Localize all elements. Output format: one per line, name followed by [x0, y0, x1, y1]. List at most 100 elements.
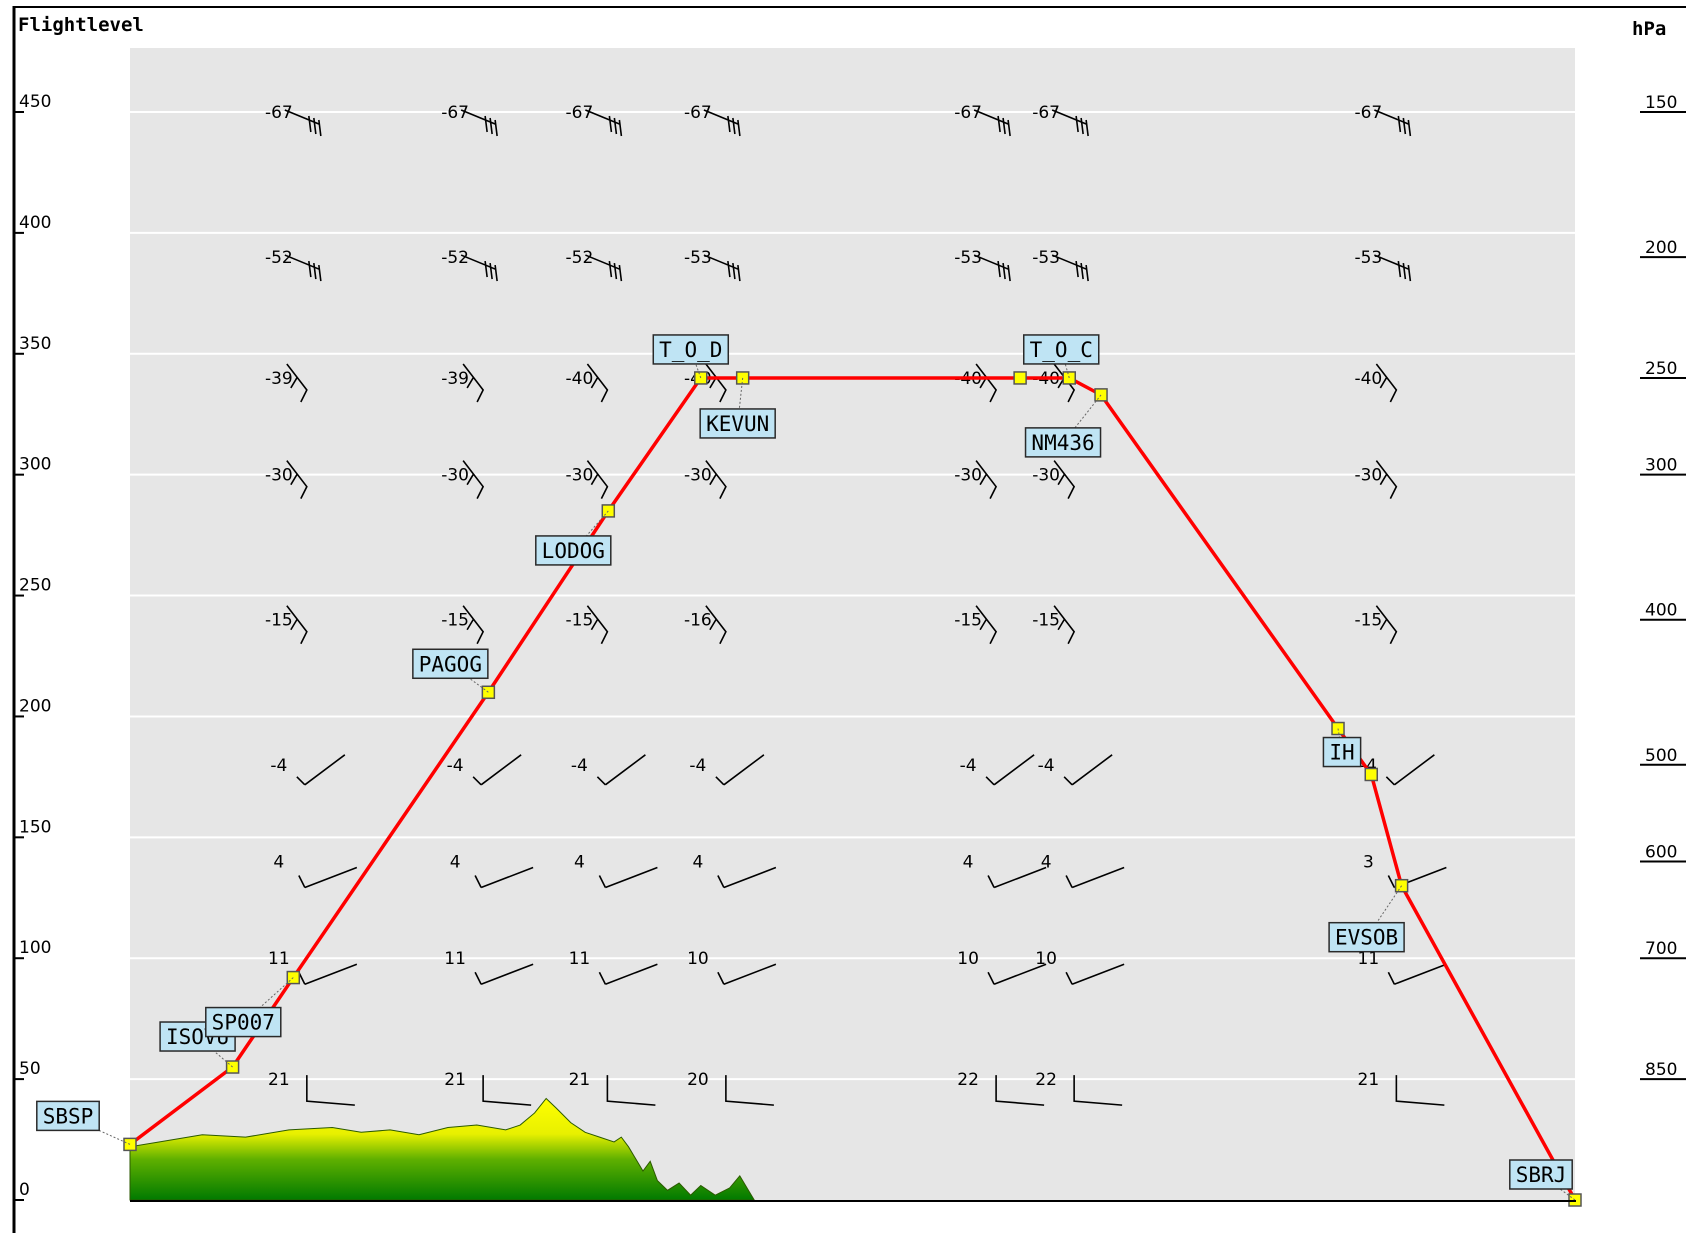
left-axis-title: Flightlevel	[18, 14, 144, 36]
right-axis-ticks: 150 200 250 300 400 500 600 700 850	[1640, 93, 1686, 1081]
wind-barb	[586, 605, 609, 645]
waypoint-label-text: IH	[1329, 741, 1354, 765]
temperature-label: -53	[954, 248, 982, 268]
temperature-label: 4	[963, 853, 974, 873]
waypoint-label-pagog[interactable]: PAGOG	[412, 648, 489, 693]
wind-barb	[286, 605, 308, 645]
temperature-label: -52	[566, 248, 594, 268]
wind-barb	[460, 109, 498, 137]
right-tick-label: 700	[1645, 939, 1677, 959]
wind-barb	[474, 866, 534, 889]
wind-barb	[705, 460, 727, 500]
waypoint-label-box	[1023, 334, 1100, 365]
temperature-label: 10	[957, 949, 979, 969]
waypoint-marker[interactable]	[1364, 767, 1379, 782]
right-tick-label: 150	[1645, 93, 1677, 113]
temperature-label: -39	[441, 369, 469, 389]
waypoint-label-evsob[interactable]: EVSOB	[1328, 885, 1405, 953]
temperature-label: -67	[441, 103, 469, 123]
temperature-label: 20	[687, 1070, 709, 1090]
right-tick-label: 300	[1645, 456, 1677, 476]
temperature-label: 4	[1041, 853, 1052, 873]
waypoint-label-text: NM436	[1031, 431, 1094, 455]
temperature-label: -4	[447, 756, 464, 776]
wind-barb	[1385, 754, 1435, 786]
right-tick-label: 250	[1645, 359, 1677, 379]
wind-barb	[286, 460, 308, 500]
temperature-label: 4	[574, 853, 585, 873]
wind-barb	[586, 460, 609, 500]
wind-barb	[975, 605, 998, 645]
wind-barb	[460, 254, 498, 282]
waypoint-label-t-o-d[interactable]: T_O_D	[652, 334, 730, 379]
wind-barb	[975, 460, 998, 500]
waypoint-label-sp007[interactable]: SP007	[205, 977, 294, 1038]
waypoint-label-box	[36, 1100, 100, 1132]
wind-barb	[973, 254, 1011, 282]
temperature-label: -30	[954, 466, 982, 486]
temperature-label: -30	[684, 466, 712, 486]
temperature-label: 3	[1363, 853, 1374, 873]
temperature-label: -52	[265, 248, 293, 268]
left-tick-label: 50	[19, 1059, 41, 1079]
left-axis-ticks: 0 50 100 150 200 250 300 350 400 450	[14, 92, 51, 1201]
wind-barb	[298, 866, 358, 889]
terrain-layer	[129, 1097, 756, 1201]
wind-barb	[286, 363, 308, 403]
wind-barb	[585, 254, 623, 282]
temperature-label: -40	[566, 369, 594, 389]
wind-barb	[296, 754, 346, 786]
waypoint-label-text: LODOG	[542, 539, 605, 563]
left-tick-label: 150	[19, 817, 51, 837]
temperature-label: 11	[1358, 949, 1380, 969]
right-tick-label: 600	[1645, 843, 1677, 863]
wind-barb	[987, 866, 1047, 889]
wind-barb	[472, 754, 522, 786]
temperature-label: -4	[960, 756, 977, 776]
wind-barb	[725, 1075, 774, 1106]
wind-barb	[987, 963, 1047, 985]
waypoint-label-box	[1322, 736, 1362, 768]
waypoint-label-text: SP007	[212, 1011, 275, 1035]
grid-lines	[130, 111, 1576, 1081]
wind-barb	[306, 1075, 355, 1106]
wind-barb	[1387, 963, 1447, 985]
wind-barb	[703, 109, 741, 137]
waypoint-labels: SBSPISOVUSP007PAGOGLODOGT_O_DKEVUNT_O_CN…	[36, 334, 1576, 1201]
temperature-label: 4	[273, 853, 284, 873]
wind-barb	[715, 754, 765, 786]
wind-barb	[1051, 254, 1089, 282]
temperature-label: -67	[684, 103, 712, 123]
wind-barb	[717, 866, 777, 889]
temperature-label: -15	[1354, 611, 1382, 631]
left-tick-label: 450	[19, 92, 51, 112]
waypoint-label-kevun[interactable]: KEVUN	[699, 377, 776, 439]
wind-barb	[284, 109, 322, 137]
wind-barb	[973, 109, 1011, 137]
waypoint-label-t-o-c[interactable]: T_O_C	[1023, 334, 1100, 379]
waypoint-label-text: T_O_D	[659, 338, 722, 362]
right-tick-label: 500	[1645, 746, 1677, 766]
wind-barb	[586, 363, 609, 403]
temperature-label: -16	[684, 611, 712, 631]
terrain-profile	[129, 1097, 756, 1201]
waypoint-label-nm436[interactable]: NM436	[1024, 394, 1102, 458]
temperature-label: -67	[954, 103, 982, 123]
waypoint-label-box	[412, 648, 489, 680]
left-tick-label: 100	[19, 938, 51, 958]
waypoint-label-sbrj[interactable]: SBRJ	[1509, 1159, 1576, 1201]
wind-barb	[598, 866, 658, 889]
waypoint-label-box	[1024, 427, 1102, 458]
waypoint-marker[interactable]	[1013, 371, 1027, 385]
wind-barb	[1375, 460, 1398, 500]
wind-barb	[596, 754, 646, 786]
waypoint-label-sbsp[interactable]: SBSP	[36, 1100, 131, 1145]
wind-barb	[598, 963, 658, 985]
wind-barb	[284, 254, 322, 282]
waypoint-label-lodog[interactable]: LODOG	[535, 510, 612, 566]
temperature-label: 21	[569, 1070, 591, 1090]
waypoint-label-ih[interactable]: IH	[1322, 728, 1362, 768]
temperature-label: 11	[268, 949, 290, 969]
temperature-label: -4	[571, 756, 588, 776]
